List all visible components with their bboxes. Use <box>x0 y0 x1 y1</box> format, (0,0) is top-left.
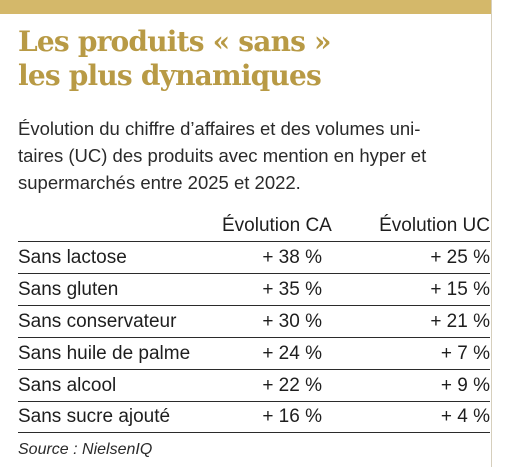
title-line-1: Les produits « sans » <box>18 25 332 58</box>
row-ca-value: + 24 % <box>262 342 322 364</box>
row-uc-value: + 21 % <box>430 310 490 332</box>
row-ca-value: + 22 % <box>262 374 322 396</box>
data-table: Évolution CA Évolution UC Sans lactose +… <box>18 210 490 433</box>
top-accent-bar <box>0 0 491 14</box>
row-uc-value: + 25 % <box>430 246 490 268</box>
table-row: Sans gluten + 35 % + 15 % <box>18 273 490 305</box>
subtitle-line-1: Évolution du chiffre d’affaires et des v… <box>18 118 421 139</box>
subtitle-line-2: taires (UC) des produits avec mention en… <box>18 145 427 166</box>
table-row: Sans sucre ajouté + 16 % + 4 % <box>18 401 490 433</box>
row-uc-value: + 4 % <box>440 406 490 427</box>
row-uc-value: + 7 % <box>440 342 490 364</box>
chart-subtitle: Évolution du chiffre d’affaires et des v… <box>18 115 486 196</box>
row-label: Sans sucre ajouté <box>18 406 171 427</box>
title-line-2: les plus dynamiques <box>18 59 322 92</box>
table-row: Sans lactose + 38 % + 25 % <box>18 241 490 273</box>
row-uc-value: + 15 % <box>430 278 490 300</box>
row-ca-value: + 16 % <box>262 406 322 427</box>
row-label: Sans gluten <box>18 278 119 300</box>
row-label: Sans alcool <box>18 374 117 396</box>
chart-title: Les produits « sans » les plus dynamique… <box>18 25 488 93</box>
table-row: Sans alcool + 22 % + 9 % <box>18 369 490 401</box>
header-uc: Évolution UC <box>379 214 490 236</box>
table-row: Sans conservateur + 30 % + 21 % <box>18 305 490 337</box>
row-label: Sans lactose <box>18 246 127 268</box>
table-row: Sans huile de palme + 24 % + 7 % <box>18 337 490 369</box>
row-label: Sans huile de palme <box>18 342 191 364</box>
table-header: Évolution CA Évolution UC <box>18 210 490 241</box>
subtitle-line-3: supermarchés entre 2025 et 2022. <box>18 172 301 193</box>
frame-border <box>491 0 492 467</box>
row-ca-value: + 38 % <box>262 246 322 268</box>
row-label: Sans conservateur <box>18 310 177 332</box>
source-note: Source : NielsenIQ <box>18 441 153 458</box>
header-ca: Évolution CA <box>222 214 332 236</box>
row-ca-value: + 35 % <box>262 278 322 300</box>
row-uc-value: + 9 % <box>440 374 490 396</box>
row-ca-value: + 30 % <box>262 310 322 332</box>
